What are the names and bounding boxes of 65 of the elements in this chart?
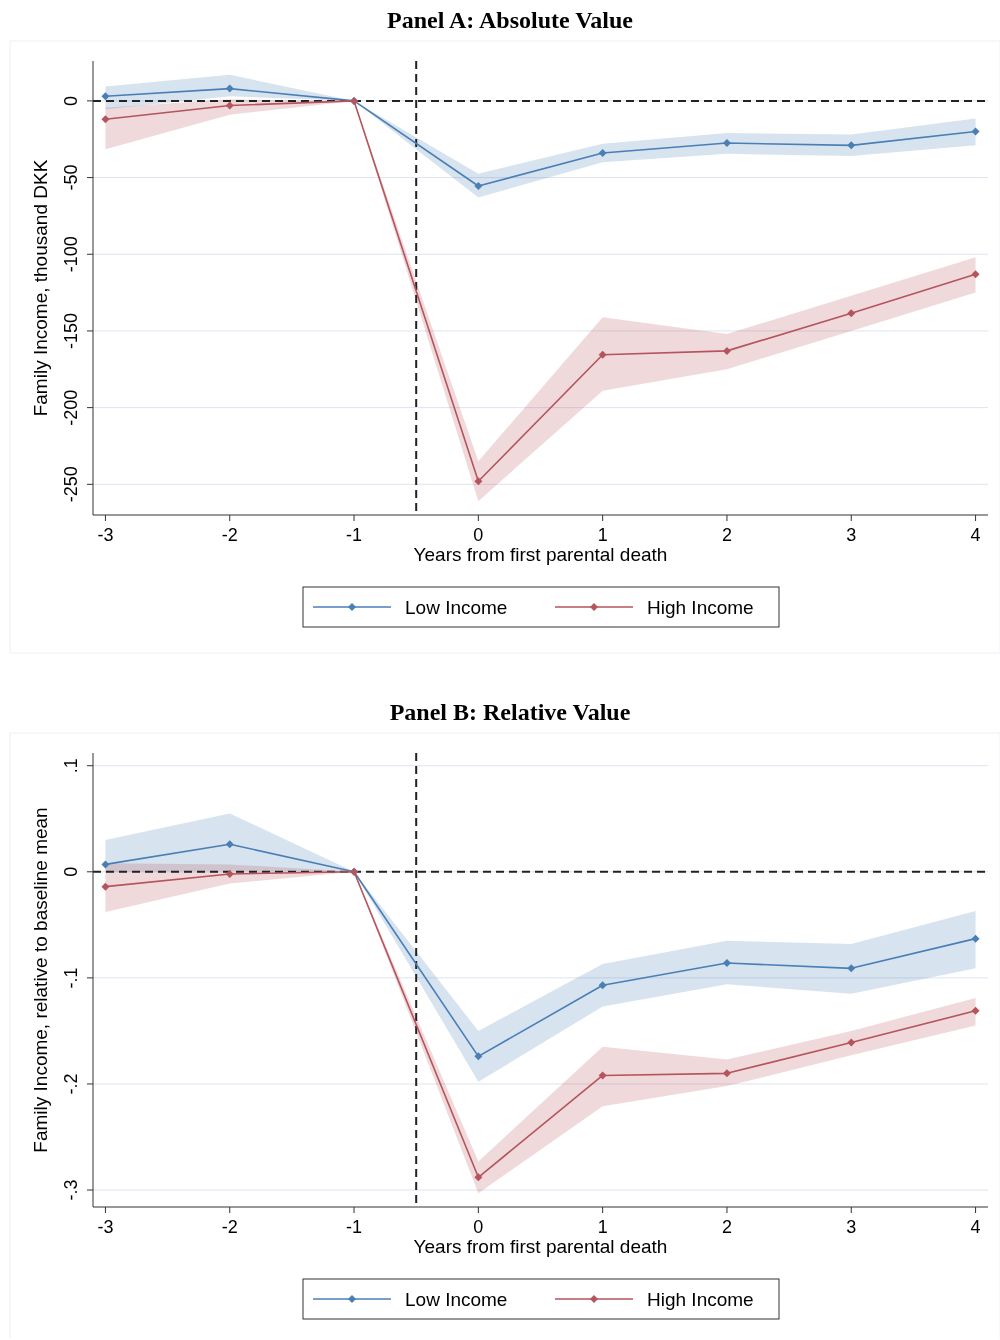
y-tick-label: .1 xyxy=(61,758,81,774)
point xyxy=(474,182,483,190)
y-tick-label: -200 xyxy=(61,389,81,426)
y-tick-label: 0 xyxy=(61,95,81,106)
point xyxy=(847,964,856,973)
point xyxy=(971,127,980,136)
x-tick-label: 3 xyxy=(846,1217,857,1237)
x-axis-title: Years from first parental death xyxy=(413,1236,668,1257)
y-axis-title: Family Income, relative to baseline mean xyxy=(30,807,51,1153)
point xyxy=(225,840,234,849)
point xyxy=(101,882,110,891)
legend-label: High Income xyxy=(647,1289,754,1310)
y-axis-title: Family Income, thousand DKK xyxy=(30,159,51,417)
y-tick-label: -100 xyxy=(61,236,81,273)
point xyxy=(598,350,607,359)
chart-title: Panel A: Absolute Value xyxy=(386,7,634,33)
x-tick-label: 3 xyxy=(846,525,857,545)
chart-title: Panel B: Relative Value xyxy=(389,699,631,725)
x-tick-label: -2 xyxy=(221,1217,238,1237)
point xyxy=(474,1052,483,1061)
x-tick-label: 2 xyxy=(721,1217,732,1237)
point xyxy=(225,84,234,93)
point xyxy=(722,959,731,968)
y-tick-label: -250 xyxy=(61,466,81,503)
point xyxy=(101,115,110,124)
point xyxy=(474,1173,483,1182)
point xyxy=(225,101,234,110)
y-tick-label: -150 xyxy=(61,312,81,349)
legend-label: Low Income xyxy=(405,1289,508,1310)
point xyxy=(847,1038,856,1047)
y-tick-label: -.3 xyxy=(61,1179,81,1201)
point xyxy=(598,149,607,158)
point xyxy=(598,981,607,990)
x-tick-label: -1 xyxy=(346,1217,363,1237)
point xyxy=(474,477,483,486)
y-tick-label: 0 xyxy=(61,866,81,877)
x-tick-label: 0 xyxy=(473,525,484,545)
x-tick-label: 0 xyxy=(473,1217,484,1237)
x-tick-label: 4 xyxy=(970,525,981,545)
x-tick-label: -3 xyxy=(97,1217,114,1237)
point xyxy=(722,346,731,355)
point xyxy=(722,1069,731,1078)
point xyxy=(847,309,856,318)
point xyxy=(971,270,980,279)
point xyxy=(847,141,856,150)
x-tick-label: 1 xyxy=(597,525,608,545)
y-tick-label: -50 xyxy=(61,164,81,191)
point xyxy=(722,139,731,148)
point xyxy=(101,860,110,869)
point xyxy=(598,1071,607,1080)
x-tick-label: 4 xyxy=(970,1217,981,1237)
point xyxy=(101,92,110,101)
legend-label: Low Income xyxy=(405,597,508,618)
x-tick-label: -2 xyxy=(221,525,238,545)
point xyxy=(225,869,234,878)
y-tick-label: -.1 xyxy=(61,967,81,989)
x-tick-label: 2 xyxy=(721,525,732,545)
legend-label: High Income xyxy=(647,597,754,618)
point xyxy=(971,1006,980,1015)
x-tick-label: -1 xyxy=(346,525,363,545)
point xyxy=(971,934,980,943)
x-tick-label: 1 xyxy=(597,1217,608,1237)
x-axis-title: Years from first parental death xyxy=(413,544,668,565)
x-tick-label: -3 xyxy=(97,525,114,545)
y-tick-label: -.2 xyxy=(61,1073,81,1095)
